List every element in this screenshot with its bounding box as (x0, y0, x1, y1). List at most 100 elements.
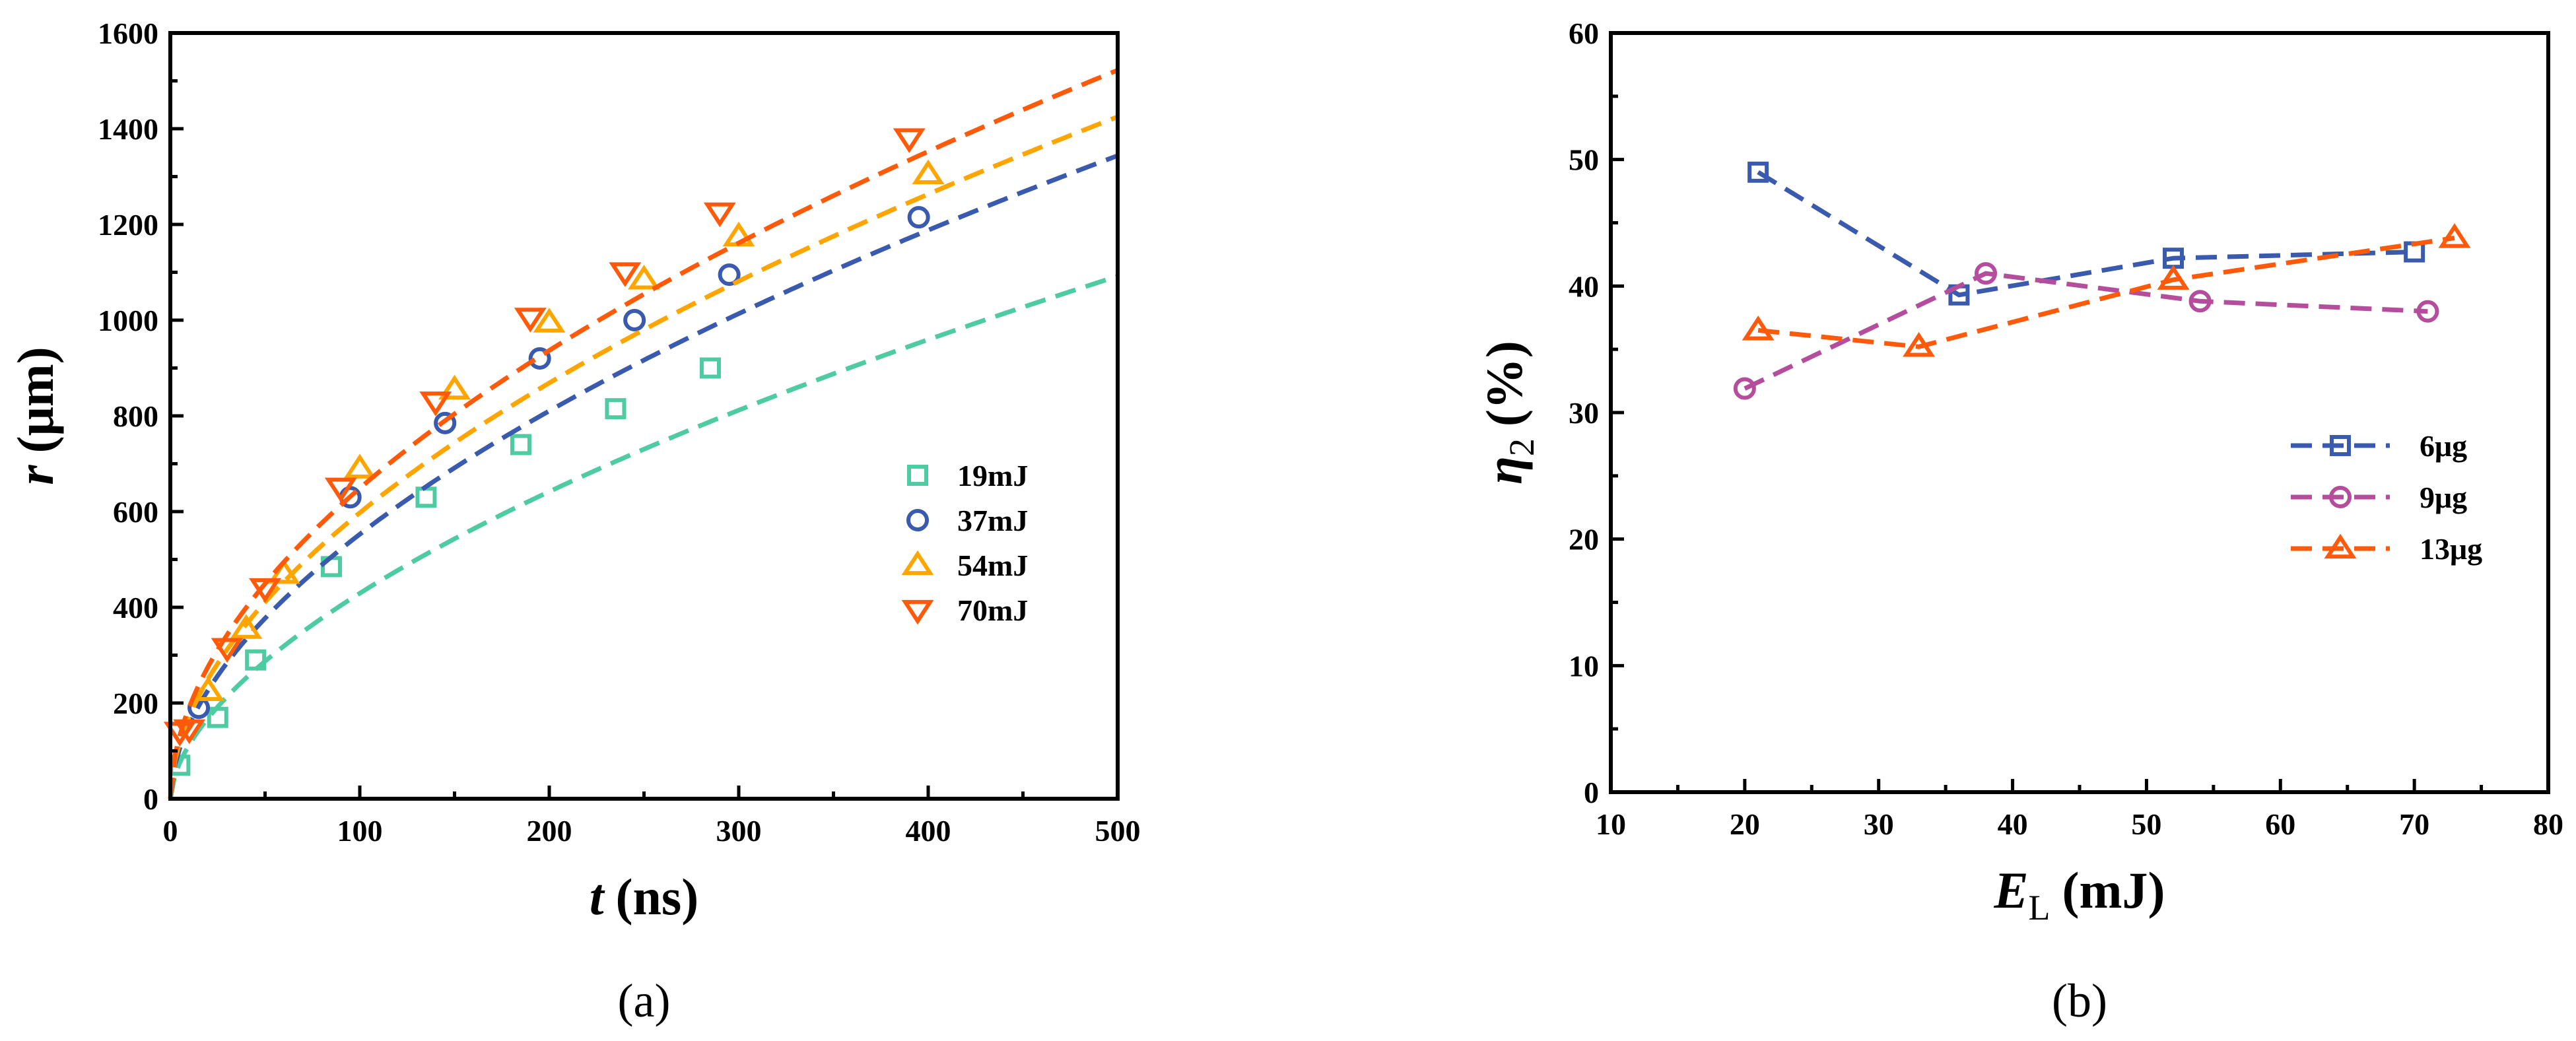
series-19mJ (168, 274, 1119, 799)
legend-marker-9μg (2328, 485, 2352, 509)
y-axis-sub: 2 (1502, 438, 1542, 456)
x-axis-unit: (mJ) (2062, 861, 2165, 919)
y-tick-label-60: 60 (1569, 17, 1599, 50)
series-9μg (1733, 262, 2439, 400)
x-tick-label-20: 20 (1730, 807, 1760, 841)
data-point-19mJ-7 (699, 357, 721, 379)
y-tick-label-10: 10 (1569, 649, 1599, 683)
series-6μg (1747, 161, 2425, 306)
data-point-70mJ-3 (249, 578, 281, 603)
x-tick-label-200: 200 (527, 814, 572, 848)
x-tick-label-70: 70 (2399, 807, 2429, 841)
fit-line-19mJ (168, 274, 1119, 799)
y-tick-label-50: 50 (1569, 143, 1599, 177)
data-point-37mJ-5 (718, 263, 741, 286)
x-tick-label-80: 80 (2533, 807, 2563, 841)
data-point-37mJ-6 (907, 206, 930, 229)
series-70mJ (163, 68, 1119, 799)
data-point-9μg-1 (1974, 262, 1998, 285)
legend-item-9μg: 9μg (2291, 481, 2467, 514)
x-tick-label-300: 300 (716, 814, 762, 848)
legend-label-13μg: 13μg (2420, 532, 2482, 566)
y-tick-label-200: 200 (113, 687, 158, 720)
data-point-9μg-3 (2416, 300, 2439, 323)
legend-label-9μg: 9μg (2420, 481, 2467, 514)
y-axis-title: r (μm) (7, 347, 64, 485)
series-line-9μg (1744, 271, 2428, 391)
legend: 6μg 9μg 13μg (2291, 429, 2482, 566)
legend-label-37mJ: 37mJ (957, 504, 1028, 537)
data-point-19mJ-2 (245, 649, 267, 671)
data-point-37mJ-4 (623, 308, 646, 332)
y-tick-label-600: 600 (113, 495, 158, 529)
y-tick-label-30: 30 (1569, 396, 1599, 430)
series-54mJ (168, 114, 1119, 799)
y-tick-label-1400: 1400 (98, 112, 158, 146)
data-point-13μg-2 (2157, 265, 2190, 290)
y-axis-title: η2 (%) (1475, 341, 1542, 485)
y-axis-var: η (1475, 456, 1533, 485)
data-point-54mJ-8 (912, 159, 945, 185)
legend-item-6μg: 6μg (2291, 429, 2467, 463)
panel-label: (a) (618, 974, 671, 1027)
legend-item-19mJ: 19mJ (907, 459, 1028, 492)
y-axis-var: r (7, 465, 64, 485)
fit-line-70mJ (168, 68, 1119, 799)
x-axis-var: t (590, 868, 605, 925)
legend-marker-70mJ (901, 599, 934, 625)
series-line-13μg (1757, 236, 2455, 349)
data-point-70mJ-5 (419, 391, 452, 417)
x-axis-title: t (ns) (590, 868, 698, 925)
x-axis-title: EL (mJ) (1994, 861, 2165, 927)
data-point-54mJ-4 (438, 374, 471, 400)
data-point-13μg-1 (1903, 331, 1936, 357)
legend-label-6μg: 6μg (2420, 429, 2467, 463)
legend-label-19mJ: 19mJ (957, 459, 1028, 492)
y-tick-label-40: 40 (1569, 269, 1599, 303)
data-point-19mJ-5 (510, 434, 531, 455)
data-point-54mJ-1 (230, 614, 263, 639)
legend-label-54mJ: 54mJ (957, 549, 1028, 582)
y-axis-unit: (%) (1475, 341, 1533, 426)
data-point-9μg-2 (2188, 290, 2212, 313)
data-point-54mJ-3 (343, 453, 376, 479)
fit-line-37mJ (168, 153, 1119, 799)
x-axis-var: E (1994, 861, 2029, 919)
legend-marker-54mJ (901, 550, 934, 576)
data-point-13μg-0 (1742, 316, 1775, 341)
x-tick-label-500: 500 (1095, 814, 1141, 848)
legend-item-54mJ: 54mJ (901, 549, 1028, 582)
data-point-19mJ-4 (415, 487, 437, 508)
legend-item-70mJ: 70mJ (901, 593, 1028, 627)
y-tick-label-20: 20 (1569, 523, 1599, 556)
legend-marker-37mJ (906, 508, 930, 532)
data-point-54mJ-6 (628, 264, 660, 290)
legend-item-37mJ: 37mJ (906, 504, 1028, 537)
y-tick-label-0: 0 (143, 782, 158, 816)
legend-marker-19mJ (907, 465, 928, 486)
legend-marker-13μg (2324, 533, 2357, 559)
data-point-13μg-3 (2438, 223, 2471, 248)
x-tick-label-50: 50 (2131, 807, 2161, 841)
fit-line-54mJ (168, 114, 1119, 799)
data-point-19mJ-1 (207, 706, 228, 728)
series-37mJ (168, 153, 1119, 799)
data-point-70mJ-1 (173, 719, 206, 745)
x-axis-unit: (ns) (615, 868, 698, 925)
series-13μg (1742, 223, 2471, 357)
x-tick-label-100: 100 (337, 814, 383, 848)
legend-item-13μg: 13μg (2291, 532, 2482, 566)
data-point-37mJ-3 (528, 347, 551, 370)
x-tick-label-30: 30 (1864, 807, 1894, 841)
data-point-37mJ-2 (434, 411, 457, 434)
x-tick-label-40: 40 (1998, 807, 2028, 841)
data-point-6μg-0 (1747, 161, 1769, 183)
x-tick-label-400: 400 (906, 814, 951, 848)
x-tick-label-10: 10 (1596, 807, 1626, 841)
y-tick-label-1200: 1200 (98, 208, 158, 242)
plot-frame (168, 31, 1120, 801)
series-line-6μg (1757, 170, 2415, 298)
data-point-54mJ-5 (533, 308, 566, 333)
panel-a-chart: 0 100 200 300 400 500 0 200 400 600 800 1000 1200 140… (7, 17, 1141, 1027)
